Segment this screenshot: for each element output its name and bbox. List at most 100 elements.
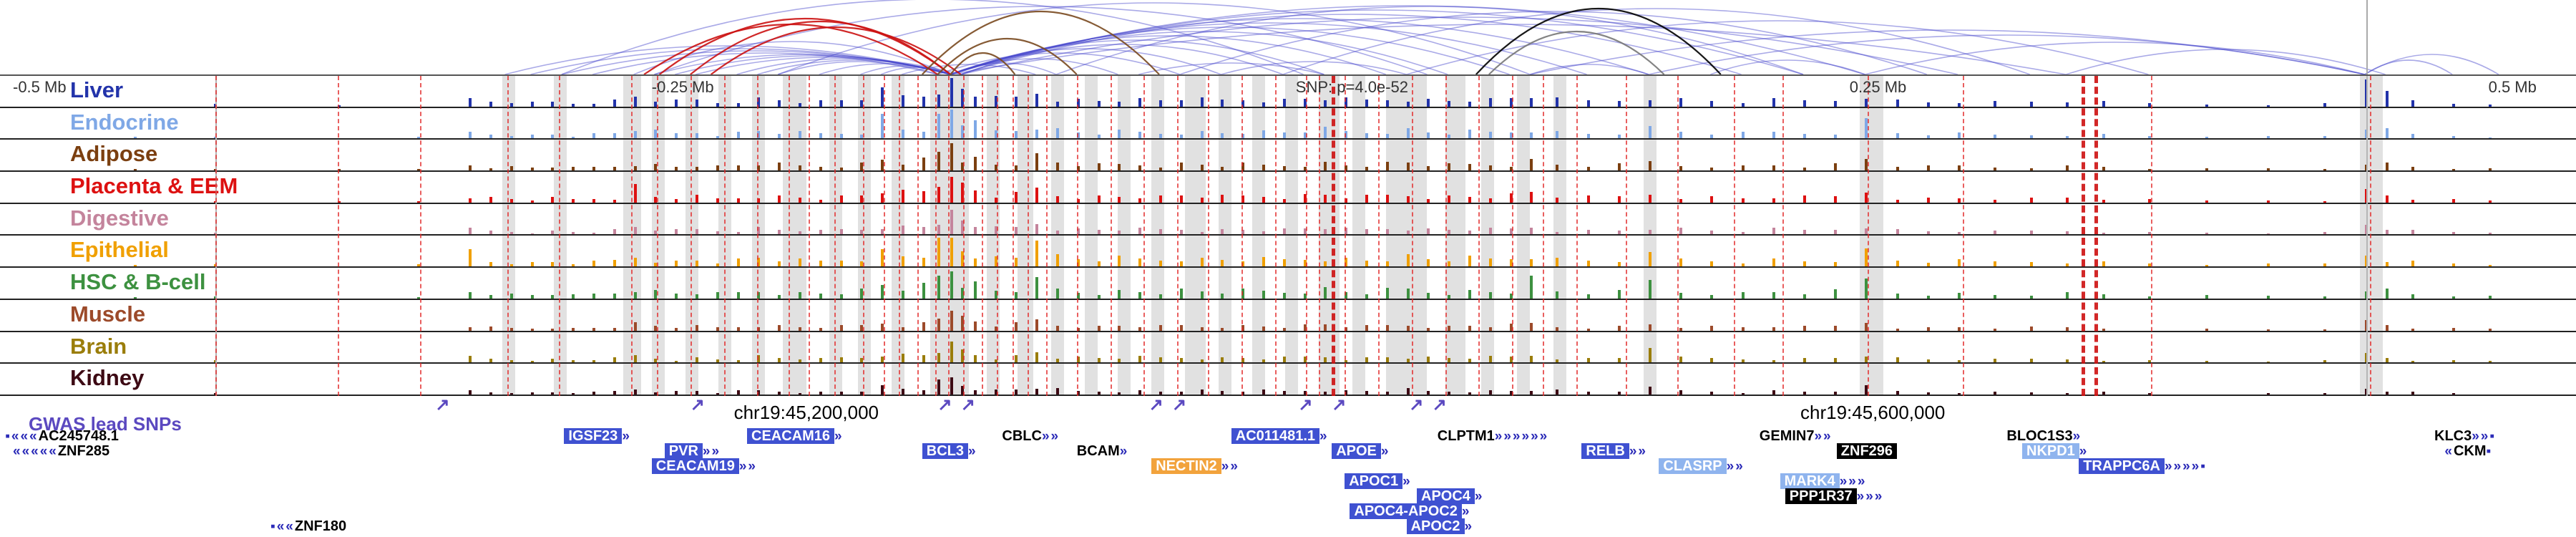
signal-bar (1385, 100, 1389, 107)
signal-bar (1365, 100, 1368, 107)
signal-bar (799, 165, 801, 171)
signal-bar (1488, 97, 1492, 107)
signal-bar (1221, 260, 1224, 267)
signal-bar (1926, 296, 1930, 299)
gene-clasrp[interactable]: CLASRP»» (1659, 458, 1744, 475)
signal-bar (994, 197, 997, 203)
signal-bar (1586, 357, 1590, 363)
signal-bar (1427, 132, 1430, 139)
gene-ppp1r37[interactable]: PPP1R37»»» (1785, 488, 1884, 505)
gene-relb[interactable]: RELB»» (1581, 442, 1647, 460)
signal-bar (1159, 100, 1162, 107)
gene-label: AC245748.1 (38, 428, 119, 444)
signal-bar (1556, 165, 1559, 171)
signal-bar (1282, 132, 1286, 139)
gene-label: NECTIN2 (1151, 458, 1221, 474)
gene-znf296[interactable]: ZNF296 (1836, 442, 1898, 460)
gene-pvr[interactable]: PVR»» (664, 442, 721, 460)
signal-bar (1994, 167, 1997, 171)
gene-klc3[interactable]: KLC3»»▪ (2434, 427, 2496, 445)
signal-bar (1406, 325, 1410, 331)
strand-arrows-right-icon: »» (702, 444, 721, 459)
signal-bar (1427, 166, 1430, 171)
signal-bar (2323, 231, 2327, 235)
signal-bar (1994, 134, 1997, 139)
gene-bcam[interactable]: BCAM» (1077, 442, 1129, 460)
gene-igsf23[interactable]: IGSF23» (564, 427, 631, 445)
signal-bar (1324, 194, 1327, 203)
signal-bar (2102, 360, 2105, 363)
signal-bar (1015, 191, 1018, 203)
gene-cblc[interactable]: CBLC»» (1002, 427, 1060, 445)
gene-bcl3[interactable]: BCL3» (922, 442, 977, 460)
signal-bar (902, 190, 904, 203)
signal-bar (1179, 357, 1183, 363)
gene-apoc4-apoc2[interactable]: APOC4-APOC2» (1350, 503, 1470, 521)
gene-nectin2[interactable]: NECTIN2»» (1151, 458, 1239, 475)
signal-bar (675, 229, 678, 235)
signal-bar (2385, 163, 2389, 171)
gene-mark4[interactable]: MARK4»»» (1780, 473, 1867, 490)
arc-anchor-guide (2366, 0, 2368, 74)
signal-bar (1200, 130, 1204, 139)
signal-bar (1118, 196, 1121, 203)
signal-bar (592, 199, 595, 203)
gene-label: ZNF180 (294, 518, 347, 534)
signal-bar (1556, 198, 1559, 203)
gene-apoe[interactable]: APOE» (1332, 442, 1390, 460)
snp-dashed-line (2370, 76, 2371, 396)
signal-bar (1803, 229, 1806, 235)
signal-bar (1772, 292, 1775, 299)
signal-bar (1365, 133, 1368, 139)
gene-gemin7[interactable]: GEMIN7»» (1760, 427, 1833, 445)
signal-bar (1896, 357, 1899, 363)
signal-bar (509, 359, 513, 363)
gene-apoc2[interactable]: APOC2» (1406, 518, 1473, 536)
gene-znf285[interactable]: «««««ZNF285 (13, 442, 109, 460)
signal-bar (973, 321, 977, 331)
signal-bar (1896, 133, 1899, 139)
signal-bar (1179, 162, 1183, 171)
signal-bar (1324, 287, 1327, 299)
gene-nkpd1[interactable]: NKPD1» (2022, 442, 2088, 460)
signal-bar (1097, 230, 1101, 235)
gene-apoc4[interactable]: APOC4» (1417, 488, 1483, 505)
snp-dashed-line (723, 76, 726, 396)
gene-ac245748-1[interactable]: ▪«««AC245748.1 (5, 427, 119, 445)
signal-bar (994, 389, 997, 395)
gene-ac011481-1[interactable]: AC011481.1» (1231, 427, 1329, 445)
gene-ceacam19[interactable]: CEACAM19»» (651, 458, 757, 475)
snp-dashed-line (1275, 76, 1277, 396)
gene-ceacam16[interactable]: CEACAM16» (747, 427, 844, 445)
signal-bar (881, 385, 884, 395)
signal-bar (1282, 259, 1286, 267)
gene-label: CLPTM1 (1437, 428, 1495, 444)
signal-bar (1365, 294, 1368, 299)
gene-label: MARK4 (1780, 473, 1840, 489)
gene-ckm[interactable]: «CKM▪ (2444, 442, 2492, 460)
gene-trappc6a[interactable]: TRAPPC6A »»»»▪ (2079, 458, 2207, 475)
signal-bar (1509, 228, 1513, 235)
signal-bar (1035, 153, 1039, 171)
signal-bar (1241, 195, 1245, 203)
gene-clptm1[interactable]: CLPTM1»»»»»» (1438, 427, 1548, 445)
snp-dashed-line (337, 76, 339, 396)
strand-arrows-right-icon: »» (1726, 459, 1745, 474)
gene-apoc1[interactable]: APOC1» (1345, 473, 1411, 490)
interaction-arc (961, 32, 1448, 74)
gene-bloc1s3[interactable]: BLOC1S3» (2006, 427, 2082, 445)
strand-arrows-right-icon: » (1119, 444, 1129, 459)
signal-bar (469, 97, 472, 107)
gene-label: CEACAM19 (651, 458, 739, 474)
signal-bar (1365, 229, 1368, 235)
signal-bar (572, 136, 575, 139)
signal-bar (1179, 195, 1183, 203)
gene-znf180[interactable]: ▪««ZNF180 (270, 518, 346, 536)
snp-dashed-line (947, 76, 950, 396)
signal-bar (489, 168, 492, 171)
signal-bar (417, 136, 421, 139)
signal-bar (2452, 103, 2456, 107)
interaction-arc (902, 64, 1035, 74)
signal-bar (1741, 198, 1745, 203)
signal-bar (1406, 358, 1410, 363)
